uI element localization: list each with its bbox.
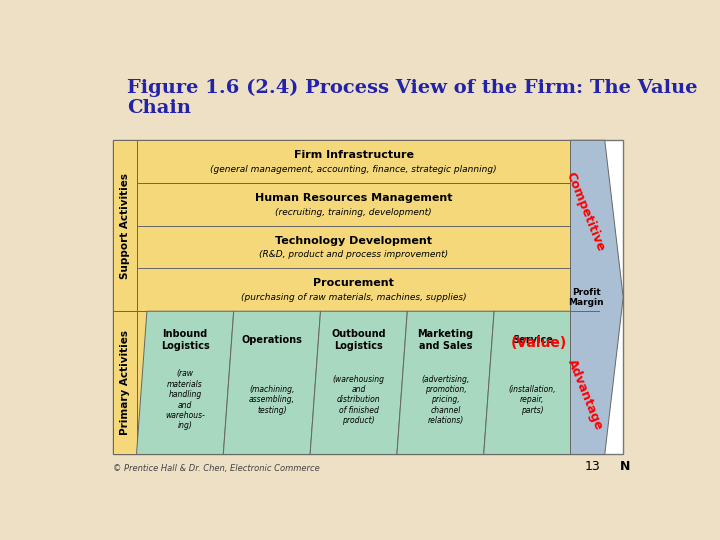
Bar xyxy=(113,140,137,311)
Bar xyxy=(137,311,570,455)
Text: (recruiting, training, development): (recruiting, training, development) xyxy=(275,207,432,217)
Bar xyxy=(137,140,570,183)
Polygon shape xyxy=(484,311,581,455)
Text: Firm Infrastructure: Firm Infrastructure xyxy=(294,150,413,160)
Text: Advantage: Advantage xyxy=(565,357,606,432)
Text: Marketing
and Sales: Marketing and Sales xyxy=(418,329,474,350)
Polygon shape xyxy=(397,311,494,455)
Text: Operations: Operations xyxy=(241,335,302,345)
Bar xyxy=(113,140,624,455)
Text: 13: 13 xyxy=(585,460,600,473)
Polygon shape xyxy=(570,140,624,455)
Text: Competitive: Competitive xyxy=(563,171,607,254)
Text: N: N xyxy=(620,460,630,473)
Polygon shape xyxy=(310,311,408,455)
Text: Inbound
Logistics: Inbound Logistics xyxy=(161,329,210,350)
Bar xyxy=(137,226,570,268)
Text: (Value): (Value) xyxy=(511,336,567,350)
Polygon shape xyxy=(223,311,320,455)
Text: (general management, accounting, finance, strategic planning): (general management, accounting, finance… xyxy=(210,165,497,174)
Text: (machining,
assembling,
testing): (machining, assembling, testing) xyxy=(249,385,295,415)
Text: Support Activities: Support Activities xyxy=(120,173,130,279)
Text: (warehousing
and
distribution
of finished
product): (warehousing and distribution of finishe… xyxy=(333,375,384,426)
Polygon shape xyxy=(137,311,234,455)
Text: © Prentice Hall & Dr. Chen, Electronic Commerce: © Prentice Hall & Dr. Chen, Electronic C… xyxy=(113,464,320,473)
Text: (raw
materials
handling
and
warehous-
ing): (raw materials handling and warehous- in… xyxy=(165,369,205,430)
Text: (purchasing of raw materials, machines, supplies): (purchasing of raw materials, machines, … xyxy=(240,293,467,302)
Bar xyxy=(137,183,570,226)
Text: Service: Service xyxy=(512,335,553,345)
Text: (installation,
repair,
parts): (installation, repair, parts) xyxy=(508,385,556,415)
Text: (advertising,
promotion,
pricing,
channel
relations): (advertising, promotion, pricing, channe… xyxy=(421,375,469,426)
Text: Figure 1.6 (2.4) Process View of the Firm: The Value: Figure 1.6 (2.4) Process View of the Fir… xyxy=(127,79,698,97)
Text: Outbound
Logistics: Outbound Logistics xyxy=(331,329,386,350)
Bar xyxy=(137,268,570,311)
Text: (R&D, product and process improvement): (R&D, product and process improvement) xyxy=(259,250,448,259)
Text: Human Resources Management: Human Resources Management xyxy=(255,193,452,203)
Text: Procurement: Procurement xyxy=(313,279,394,288)
Text: Primary Activities: Primary Activities xyxy=(120,330,130,435)
Text: Chain: Chain xyxy=(127,99,192,117)
Text: Profit
Margin: Profit Margin xyxy=(569,288,604,307)
Bar xyxy=(113,311,137,455)
Text: Technology Development: Technology Development xyxy=(275,235,432,246)
